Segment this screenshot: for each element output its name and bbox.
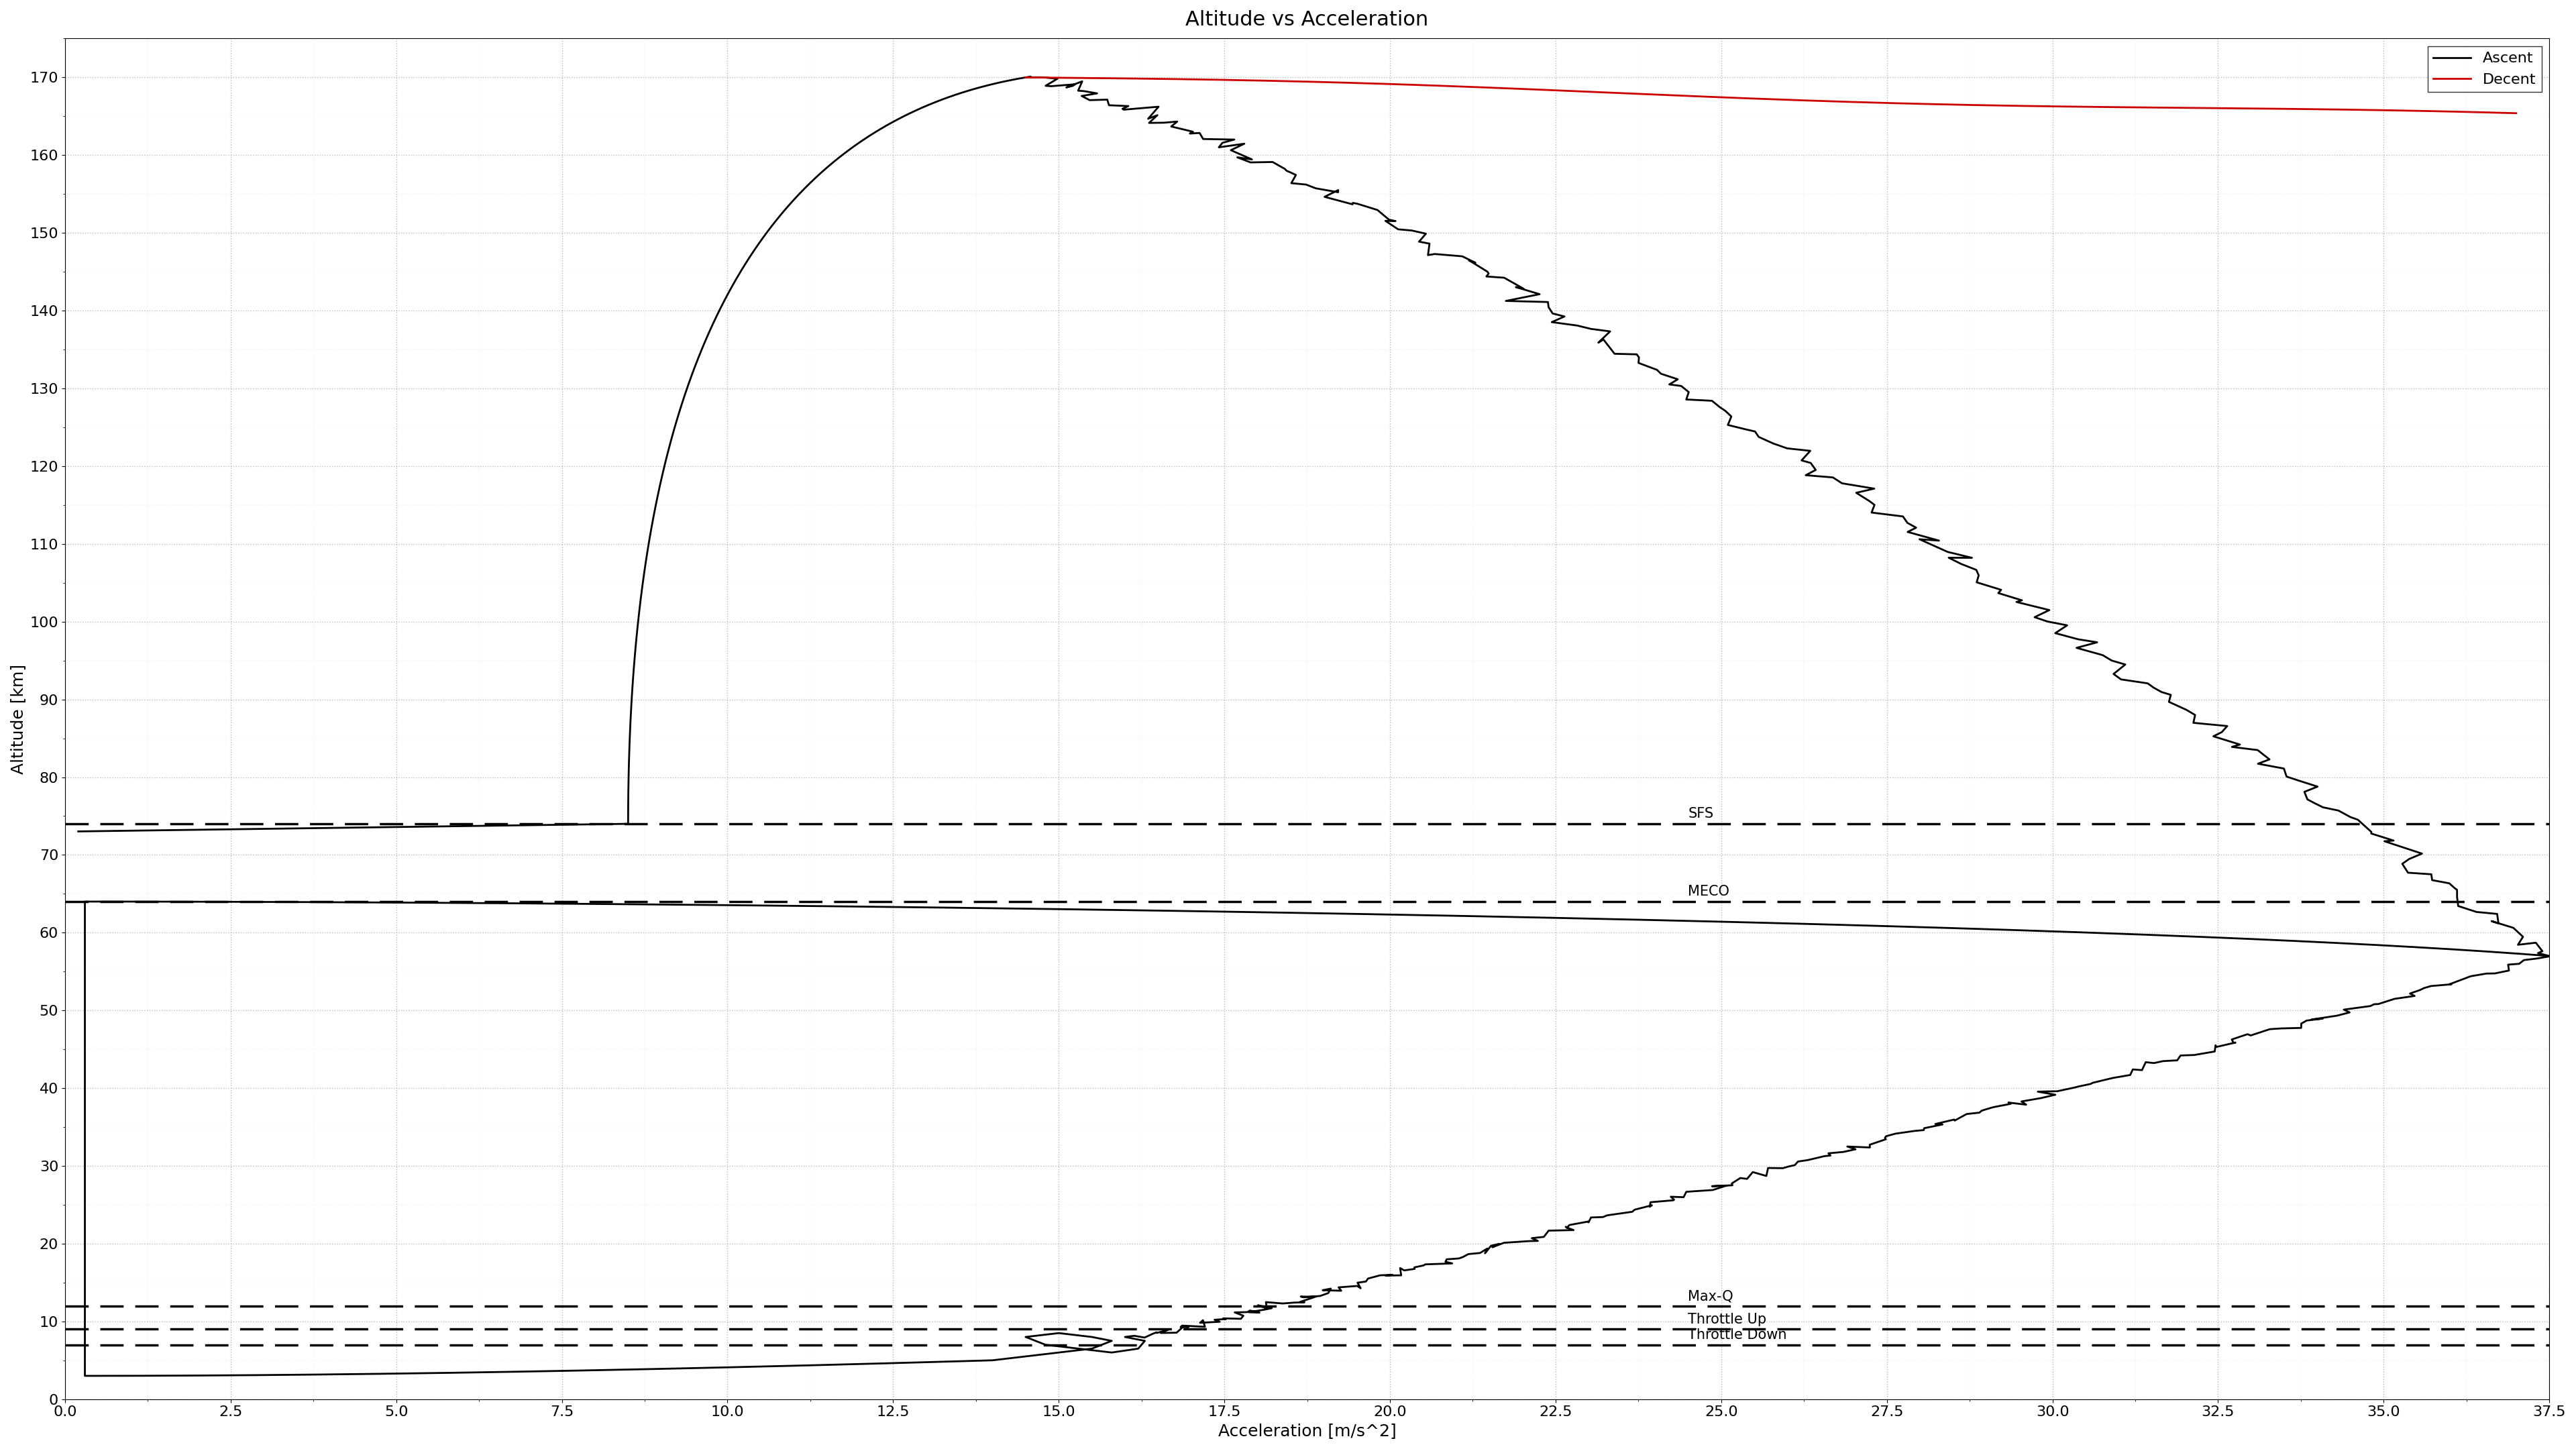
Decent [1100,70,1131,87]
Ascent [2226,736,2257,753]
Text: Throttle Down: Throttle Down [1687,1329,1788,1342]
Line: Ascent: Ascent [77,77,2553,1377]
Ascent [2537,948,2568,965]
Ascent [1984,584,2014,601]
Text: SFS: SFS [1687,807,1713,820]
Text: MECO: MECO [1687,885,1728,898]
Text: Throttle Up: Throttle Up [1687,1313,1767,1326]
Ascent [70,1368,100,1385]
Decent [2372,101,2403,119]
Text: Max-Q: Max-Q [1687,1290,1734,1303]
Decent [1406,77,1437,94]
Ascent [1533,1222,1564,1239]
Ascent [1515,1233,1546,1250]
Ascent [507,817,538,835]
Ascent [62,823,93,840]
Legend: Ascent, Decent: Ascent, Decent [2427,46,2543,93]
Decent [1069,70,1100,87]
Decent [2427,103,2458,120]
Title: Altitude vs Acceleration: Altitude vs Acceleration [1185,10,1430,29]
Y-axis label: Altitude [km]: Altitude [km] [10,664,26,774]
Decent [1288,72,1319,90]
Decent [1010,68,1041,85]
Decent [2501,104,2532,122]
Ascent [98,1368,129,1385]
X-axis label: Acceleration [m/s^2]: Acceleration [m/s^2] [1218,1423,1396,1439]
Line: Decent: Decent [1025,77,2517,113]
Ascent [1015,68,1046,85]
